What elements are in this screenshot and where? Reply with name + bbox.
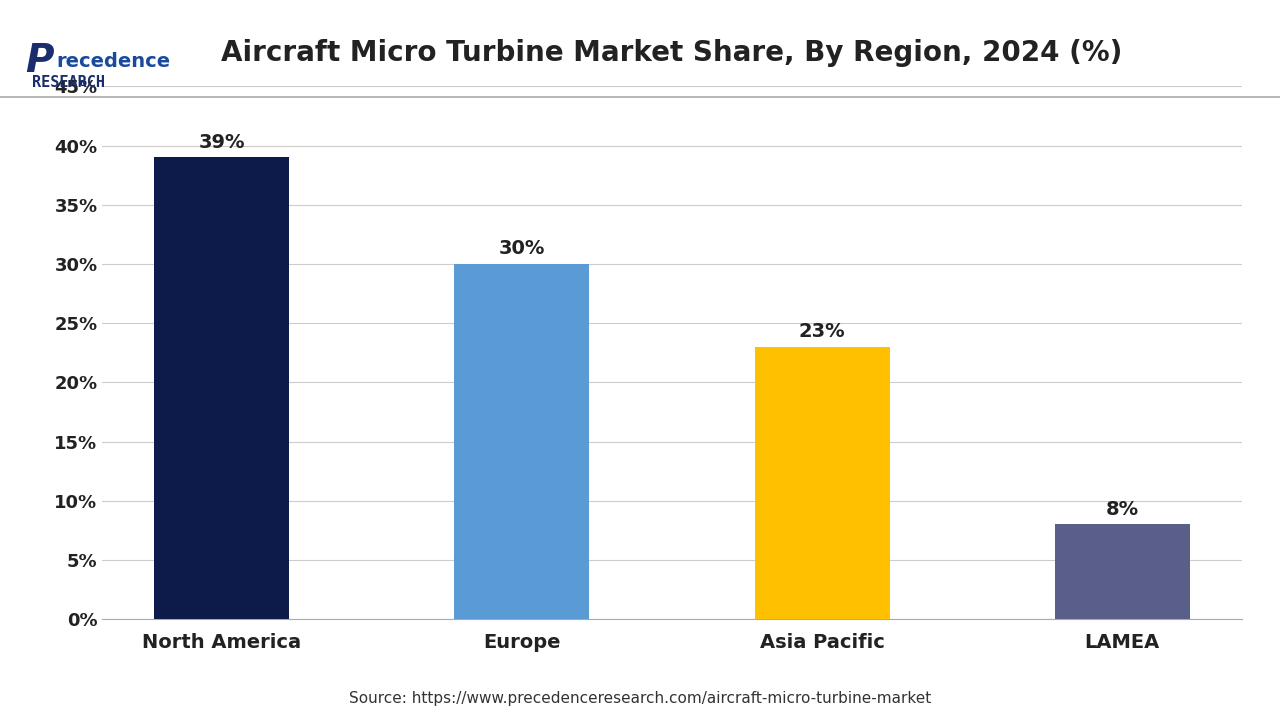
- Bar: [754, 347, 890, 619]
- Text: P: P: [26, 42, 54, 80]
- Title: Aircraft Micro Turbine Market Share, By Region, 2024 (%): Aircraft Micro Turbine Market Share, By …: [221, 40, 1123, 68]
- Text: RESEARCH: RESEARCH: [32, 76, 105, 90]
- Text: 39%: 39%: [198, 132, 244, 151]
- Bar: [154, 158, 289, 619]
- Bar: [1055, 524, 1190, 619]
- Text: 23%: 23%: [799, 322, 845, 341]
- Bar: [454, 264, 590, 619]
- Text: recedence: recedence: [56, 52, 170, 71]
- Text: 8%: 8%: [1106, 500, 1139, 518]
- Text: 30%: 30%: [499, 239, 545, 258]
- Text: Source: https://www.precedenceresearch.com/aircraft-micro-turbine-market: Source: https://www.precedenceresearch.c…: [349, 690, 931, 706]
